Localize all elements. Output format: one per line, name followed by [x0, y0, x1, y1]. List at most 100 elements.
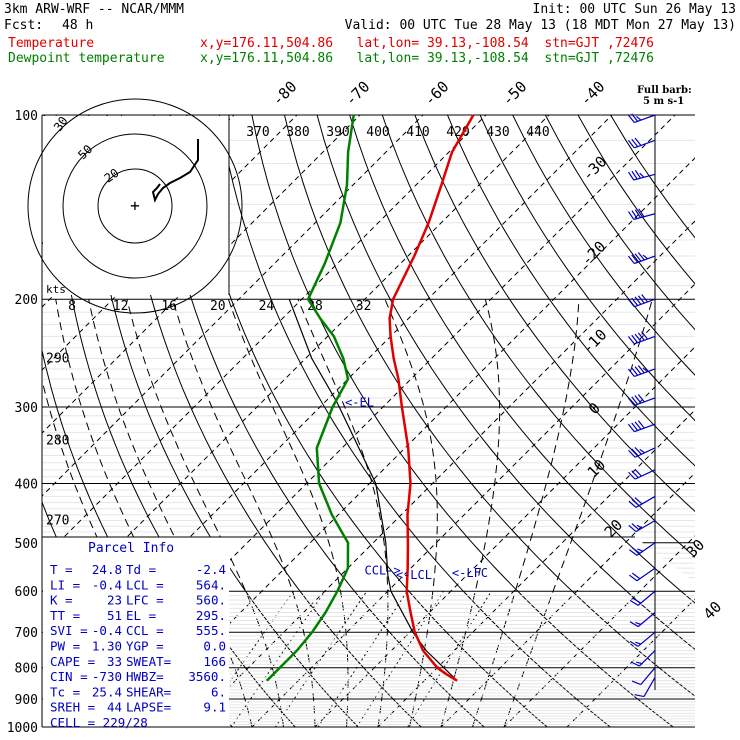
isotherm-line — [42, 115, 550, 623]
barb-flag — [628, 500, 637, 508]
barb-flag — [630, 661, 640, 667]
theta-label: 290 — [46, 352, 69, 367]
wind-barb — [627, 252, 656, 265]
barb-flag — [631, 138, 639, 148]
valid-time: Valid: 00 UTC Tue 28 May 13 (18 MDT Mon … — [344, 18, 736, 33]
theta-label: 280 — [46, 433, 69, 448]
moist-adiabat — [126, 299, 284, 727]
parcel-info-cell: HWBZ= — [126, 669, 164, 684]
dry-adiabat — [512, 115, 695, 376]
parcel-text-bg — [43, 538, 229, 726]
wind-barbs — [627, 113, 656, 698]
barb-flag — [634, 694, 645, 698]
parcel-info-cell: 555. — [196, 623, 226, 638]
moist-adiabat — [440, 537, 501, 727]
wind-barb — [628, 446, 656, 458]
parcel-info-cell: T = — [50, 562, 73, 577]
parcel-info-cell: LAPSE= — [126, 700, 171, 715]
dewpoint-profile — [265, 114, 355, 682]
isotherm-label: -70 — [342, 78, 374, 110]
barb-flag — [627, 140, 635, 149]
barb-shaft — [634, 335, 656, 345]
barb-flag — [637, 252, 645, 261]
barb-flag — [631, 680, 642, 686]
parcel-info-cell: CCL = — [126, 623, 164, 638]
barb-shaft — [634, 139, 656, 149]
dry-adiabat — [479, 115, 695, 422]
parcel-info-cell: CAPE = — [50, 654, 95, 669]
hodograph-range-label: 30 — [51, 114, 71, 134]
wind-barb — [628, 208, 656, 221]
wind-barb — [629, 590, 656, 606]
hodograph-ring — [27, 98, 243, 314]
parcel-info-cell: SVI = — [50, 623, 88, 638]
barb-flag — [642, 254, 648, 260]
barb-flag — [627, 397, 635, 406]
barb-flag — [627, 298, 635, 308]
barb-shaft — [635, 495, 656, 508]
barb-flag — [627, 336, 635, 345]
barb-shaft — [634, 255, 656, 265]
level-marker: <-LFC — [452, 566, 488, 580]
parcel-info-cell: -730 — [92, 669, 122, 684]
dry-adiabat — [284, 537, 695, 727]
pressure-label: 200 — [15, 293, 38, 308]
temperature-location: x,y=176.11,504.86 lat,lon= 39.13,-108.54… — [200, 36, 654, 51]
init-time: Init: 00 UTC Sun 26 May 13 — [532, 2, 737, 17]
barb-flag — [629, 640, 639, 647]
barb-flag — [628, 211, 635, 220]
isotherm-label: -50 — [499, 78, 531, 110]
barb-flag — [637, 394, 645, 403]
isotherm-line — [42, 115, 361, 434]
barb-flag — [631, 572, 641, 580]
mixing-ratio-line — [348, 590, 444, 727]
parcel-info-cell: 25.4 — [92, 684, 122, 699]
wind-barb — [629, 631, 656, 647]
barb-flag — [627, 255, 635, 264]
isotherm-label: -30 — [579, 153, 611, 185]
barb-flag — [634, 137, 642, 146]
parcel-info-cell-motion: CELL = 229/28 — [50, 715, 148, 730]
parcel-info-cell: 564. — [196, 577, 226, 592]
barb-flag — [631, 334, 639, 344]
theta-e-label: 400 — [366, 125, 389, 140]
wind-barb — [627, 394, 656, 407]
barb-flag — [634, 421, 642, 430]
parcel-info-cell: 560. — [196, 593, 226, 608]
isotherm-label: 10 — [584, 456, 610, 482]
parcel-info-cell: LI = — [50, 577, 80, 592]
hodograph-units: kts — [46, 283, 66, 296]
temperature-legend: Temperature — [8, 36, 95, 51]
parcel-info-cell: SREH = — [50, 700, 95, 715]
parcel-info-cell: LCL = — [126, 577, 164, 592]
wind-barb — [628, 169, 656, 181]
level-marker: <-LCL — [396, 568, 432, 582]
theta-e-label: 440 — [526, 125, 549, 140]
barb-flag — [628, 449, 636, 458]
model-title: 3km ARW-WRF -- NCAR/MMM — [4, 2, 185, 17]
parcel-info-cell: SHEAR= — [126, 684, 171, 699]
speed-tick-label: 20 — [210, 299, 226, 314]
pressure-label: 900 — [15, 693, 38, 708]
parcel-info-cell: YGP = — [126, 639, 164, 654]
parcel-info-title: Parcel Info — [88, 541, 174, 556]
barb-flag — [642, 367, 648, 373]
barb-shaft — [636, 542, 656, 556]
full-barb-title: Full barb: — [637, 85, 692, 96]
hodograph-center: + — [130, 196, 140, 215]
parcel-info-cell: 9.1 — [203, 700, 226, 715]
pressure-label: 700 — [15, 626, 38, 641]
barb-flag — [627, 423, 635, 433]
level-marker: <-EL — [345, 396, 374, 410]
barb-flag — [629, 549, 638, 556]
wind-barb — [628, 468, 656, 480]
barb-flag — [639, 172, 645, 178]
barb-flag — [634, 497, 643, 505]
barb-shaft — [643, 677, 656, 697]
hodograph-trace — [151, 139, 199, 203]
temperature-profile — [388, 114, 475, 682]
parcel-info-cell: K = — [50, 593, 73, 608]
barb-shaft — [634, 114, 656, 124]
mixing-ratio-line — [399, 590, 492, 727]
